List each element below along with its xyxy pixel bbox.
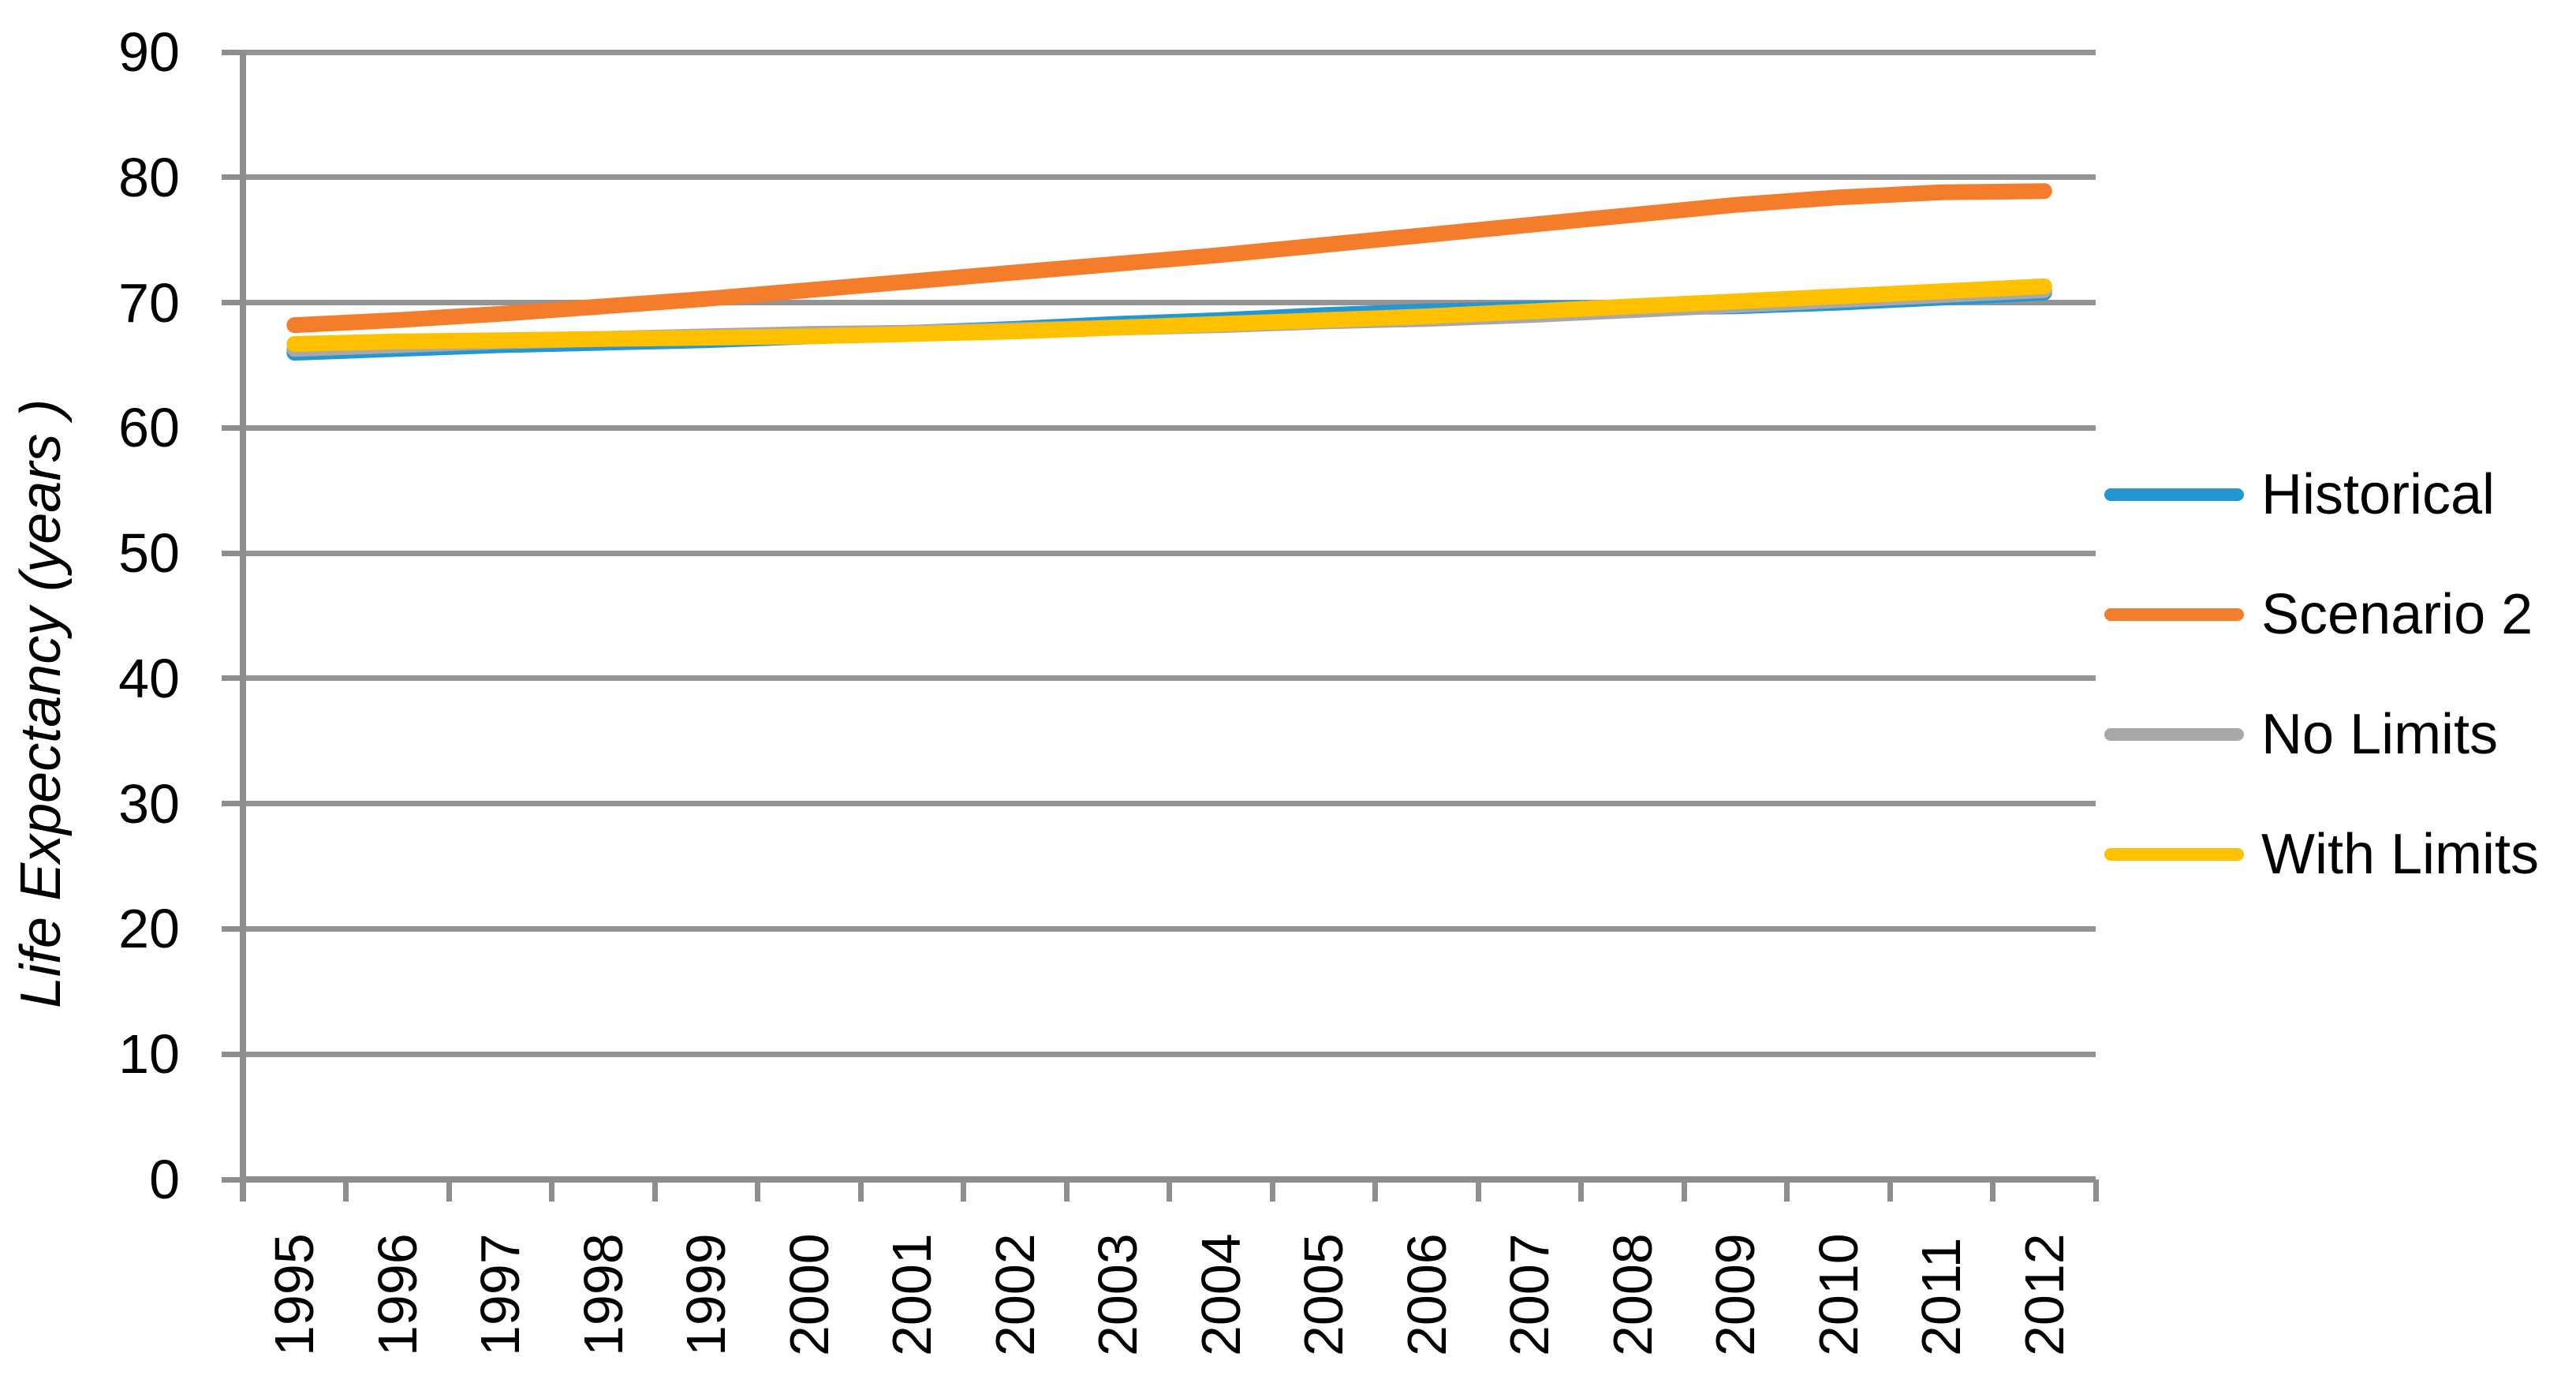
- y-tick-label-20: 20: [118, 898, 180, 960]
- x-tick-label-2006: 2006: [1395, 1233, 1458, 1356]
- y-axis-tick-30: [222, 801, 243, 807]
- x-tick-label-1996: 1996: [366, 1233, 428, 1356]
- x-tick-label-2011: 2011: [1910, 1237, 1973, 1356]
- x-tick-label-1997: 1997: [469, 1233, 532, 1356]
- y-axis-tick-10: [222, 1051, 243, 1057]
- legend-label: With Limits: [2261, 823, 2540, 886]
- x-tick-label-2005: 2005: [1293, 1233, 1355, 1356]
- y-tick-label-50: 50: [118, 522, 180, 585]
- x-tick-label-2007: 2007: [1499, 1233, 1561, 1356]
- legend-label: Scenario 2: [2261, 583, 2533, 646]
- legend-swatch-no-limits: [2104, 728, 2244, 741]
- legend-swatch-scenario-2: [2104, 608, 2244, 621]
- y-axis-tick-70: [222, 300, 243, 306]
- gridline-90: [243, 49, 2096, 55]
- x-axis-tick-9: [1167, 1179, 1172, 1202]
- y-tick-label-40: 40: [118, 647, 180, 709]
- x-axis-tick-8: [1063, 1179, 1070, 1202]
- gridline-60: [243, 424, 2096, 431]
- legend-item-historical: Historical: [2104, 457, 2495, 533]
- y-axis-line: [240, 52, 246, 1202]
- y-axis-tick-50: [222, 550, 243, 556]
- x-axis-tick-1: [343, 1179, 349, 1202]
- x-axis-tick-10: [1269, 1179, 1275, 1202]
- y-tick-label-90: 90: [118, 21, 180, 83]
- legend-item-with-limits: With Limits: [2104, 817, 2539, 892]
- x-axis-tick-7: [961, 1179, 966, 1202]
- y-axis-tick-20: [222, 925, 243, 932]
- x-axis-tick-2: [446, 1179, 452, 1202]
- x-axis-tick-12: [1475, 1179, 1481, 1202]
- x-tick-label-2004: 2004: [1189, 1233, 1252, 1356]
- x-tick-label-1995: 1995: [263, 1233, 326, 1356]
- x-axis-tick-13: [1578, 1179, 1584, 1202]
- y-axis-tick-0: [222, 1176, 243, 1183]
- gridline-80: [243, 174, 2096, 181]
- x-axis-tick-16: [1887, 1179, 1893, 1202]
- x-tick-label-1998: 1998: [572, 1233, 634, 1356]
- x-axis-tick-15: [1784, 1179, 1790, 1202]
- y-tick-label-70: 70: [118, 271, 180, 334]
- x-axis-tick-6: [857, 1179, 864, 1202]
- y-tick-label-30: 30: [118, 772, 180, 835]
- x-tick-label-2012: 2012: [2013, 1233, 2075, 1356]
- legend-swatch-with-limits: [2104, 848, 2244, 861]
- x-tick-label-2003: 2003: [1087, 1233, 1149, 1356]
- legend-item-no-limits: No Limits: [2104, 697, 2498, 772]
- x-axis-tick-14: [1681, 1179, 1687, 1202]
- legend-swatch-historical: [2104, 488, 2244, 501]
- plot-area: [286, 183, 2052, 361]
- gridline-20: [243, 925, 2096, 932]
- series-line-scenario-2: [286, 183, 2052, 334]
- x-axis-tick-3: [549, 1179, 554, 1202]
- y-tick-label-0: 0: [149, 1149, 180, 1210]
- x-axis-tick-5: [755, 1179, 760, 1202]
- y-tick-label-60: 60: [118, 397, 180, 459]
- x-tick-label-2008: 2008: [1601, 1233, 1663, 1356]
- gridline-40: [243, 675, 2096, 682]
- x-tick-label-2000: 2000: [778, 1233, 840, 1356]
- legend-item-scenario-2: Scenario 2: [2104, 577, 2533, 652]
- y-axis-tick-90: [222, 49, 243, 55]
- legend-label: No Limits: [2261, 703, 2499, 766]
- x-axis-tick-0: [240, 1179, 246, 1202]
- gridline-10: [243, 1051, 2096, 1057]
- x-tick-label-2009: 2009: [1704, 1233, 1767, 1356]
- gridline-70: [243, 300, 2096, 306]
- y-tick-label-80: 80: [118, 146, 180, 208]
- x-tick-label-2002: 2002: [984, 1233, 1046, 1356]
- x-tick-label-1999: 1999: [675, 1233, 737, 1356]
- legend: Historical Scenario 2 No Limits With Limits: [2104, 0, 2576, 1383]
- gridline-50: [243, 550, 2096, 556]
- series-line-with-limits: [286, 278, 2052, 352]
- x-axis-tick-17: [1990, 1179, 1995, 1202]
- x-tick-label-2001: 2001: [881, 1233, 943, 1356]
- x-axis-tick-4: [651, 1179, 658, 1202]
- x-axis-tick-18: [2093, 1179, 2099, 1202]
- x-tick-label-2010: 2010: [1807, 1233, 1869, 1356]
- legend-label: Historical: [2261, 463, 2496, 526]
- y-axis-tick-80: [222, 174, 243, 181]
- gridline-30: [243, 801, 2096, 807]
- x-axis-tick-11: [1372, 1179, 1378, 1202]
- y-tick-label-10: 10: [118, 1023, 180, 1086]
- y-axis-tick-60: [222, 424, 243, 431]
- y-axis-tick-40: [222, 675, 243, 682]
